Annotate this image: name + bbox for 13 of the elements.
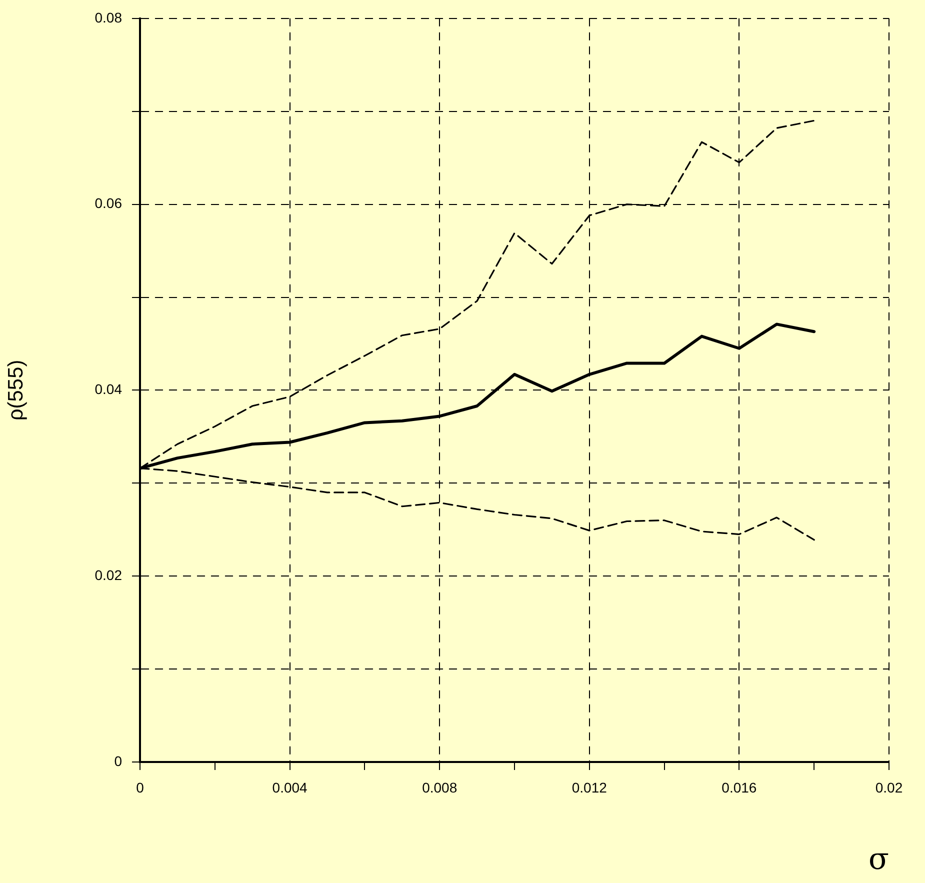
x-axis-title: σ	[868, 842, 889, 877]
x-tick-label: 0.016	[722, 779, 757, 796]
x-tick-label: 0.008	[422, 779, 458, 796]
x-tick-label: 0	[136, 779, 144, 796]
x-tick-label: 0.004	[272, 779, 308, 796]
y-tick-label: 0.02	[94, 566, 122, 583]
x-tick-label: 0.012	[572, 779, 608, 796]
y-axis-title: ρ(555)	[4, 360, 28, 421]
y-tick-label: 0.06	[94, 195, 122, 212]
y-tick-label: 0.08	[94, 9, 122, 26]
x-tick-label: 0.02	[875, 779, 903, 796]
y-tick-label: 0.04	[94, 381, 122, 398]
y-tick-label: 0	[114, 752, 122, 769]
